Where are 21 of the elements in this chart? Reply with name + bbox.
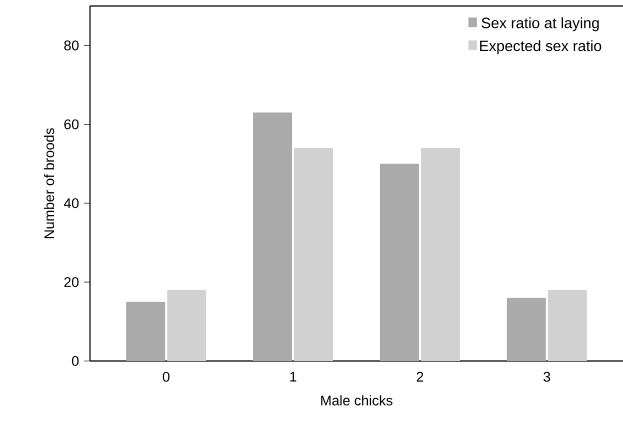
- bar: [253, 112, 292, 361]
- bar: [126, 302, 166, 361]
- y-tick-label: 40: [64, 198, 79, 208]
- y-tick-label: 60: [64, 119, 79, 130]
- y-tick-label: 20: [64, 277, 79, 288]
- y-axis-title: Number of broods: [44, 128, 54, 238]
- legend-label: Expected sex ratio: [480, 40, 602, 54]
- y-tick-label: 80: [64, 40, 79, 50]
- bar: [548, 290, 587, 361]
- bar: [506, 298, 546, 361]
- x-axis-title: Male chicks: [321, 395, 392, 406]
- legend-label: Sex ratio at laying: [482, 17, 599, 32]
- bar: [294, 148, 334, 361]
- x-tick-label: 2: [416, 372, 424, 382]
- y-tick-label: 0: [72, 356, 79, 366]
- bar: [420, 148, 460, 361]
- x-tick-label: 1: [290, 372, 296, 382]
- x-tick-label: 0: [162, 372, 170, 382]
- bar: [380, 164, 419, 361]
- x-tick-label: 3: [544, 372, 550, 382]
- bar: [167, 290, 206, 361]
